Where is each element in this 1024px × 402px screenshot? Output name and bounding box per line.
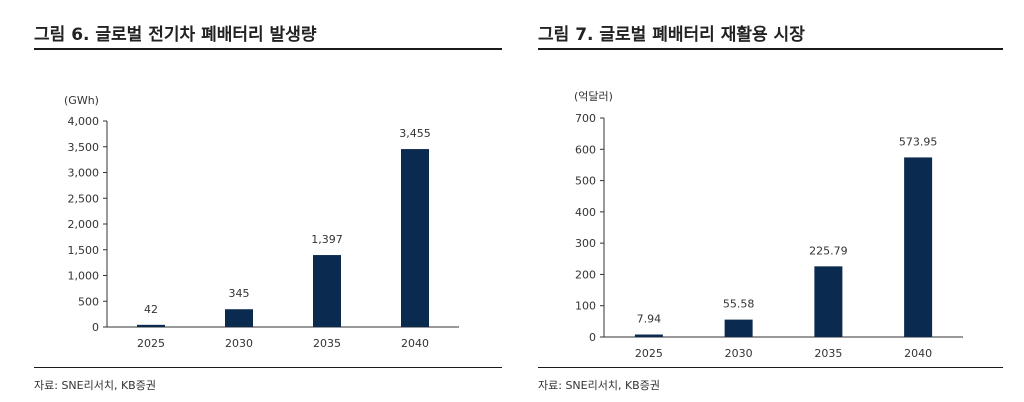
bar-2035 (313, 255, 341, 327)
y-tick-label: 2,000 (68, 218, 100, 231)
y-tick-label: 1,000 (68, 270, 100, 283)
y-tick-label: 300 (575, 237, 596, 250)
bar-chart-recycling-market: (억달러) 0 100 200 300 400 500 600 700 7.94 2025 55.58… (574, 90, 963, 360)
x-tick-label-2030: 2030 (725, 347, 753, 360)
bar-2035 (814, 266, 843, 337)
x-tick-label-2030: 2030 (225, 337, 253, 350)
x-tick-label-2025: 2025 (137, 337, 165, 350)
data-label-2030: 55.58 (723, 298, 755, 311)
y-tick-label: 500 (78, 295, 99, 308)
y-tick-label: 2,500 (68, 192, 100, 205)
y-tick-label: 3,500 (68, 141, 100, 154)
source-note: 자료: SNE리서치, KB증권 (538, 379, 660, 392)
chart-panel-waste-battery: 그림 6. 글로벌 전기차 폐배터리 발생량 (GWh) 0 500 1,000 1,5… (34, 0, 502, 402)
data-label-2035: 225.79 (809, 244, 848, 257)
title-divider (34, 48, 502, 50)
title-divider (538, 48, 1003, 50)
source-note: 자료: SNE리서치, KB증권 (34, 379, 156, 392)
y-tick-label: 200 (575, 268, 596, 281)
x-tick-label-2035: 2035 (313, 337, 341, 350)
data-label-2040: 573.95 (899, 135, 938, 148)
bar-chart-waste-battery: (GWh) 0 500 1,000 1,500 2,000 2,500 3,000 3,500 4… (64, 94, 459, 350)
source-divider (538, 367, 1003, 368)
y-tick-label: 4,000 (68, 115, 100, 128)
bar-2040 (401, 149, 429, 327)
bar-2040 (904, 157, 933, 337)
y-tick-label: 400 (575, 206, 596, 219)
y-tick-label: 500 (575, 175, 596, 188)
chart-panel-recycling-market: 그림 7. 글로벌 폐배터리 재활용 시장 (억달러) 0 100 200 300 400… (538, 0, 1003, 402)
x-tick-label-2040: 2040 (904, 347, 932, 360)
x-tick-label-2035: 2035 (814, 347, 842, 360)
bar-2030 (225, 309, 253, 327)
y-tick-label: 700 (575, 112, 596, 125)
y-tick-label: 600 (575, 143, 596, 156)
data-label-2025: 42 (144, 303, 158, 316)
y-tick-label: 1,500 (68, 244, 100, 257)
y-tick-label: 100 (575, 300, 596, 313)
data-label-2040: 3,455 (399, 127, 431, 140)
y-axis-unit-label: (억달러) (574, 90, 613, 103)
x-tick-label-2025: 2025 (635, 347, 663, 360)
source-divider (34, 367, 502, 368)
x-tick-label-2040: 2040 (401, 337, 429, 350)
bar-2025 (137, 324, 165, 327)
y-axis-unit-label: (GWh) (64, 94, 99, 107)
y-tick-label: 0 (589, 331, 596, 344)
y-tick-label: 3,000 (68, 167, 100, 180)
y-tick-label: 0 (92, 321, 99, 334)
chart-title: 그림 6. 글로벌 전기차 폐배터리 발생량 (34, 25, 317, 45)
bar-2025 (634, 334, 663, 337)
data-label-2035: 1,397 (311, 233, 343, 246)
bar-2030 (724, 319, 753, 337)
data-label-2025: 7.94 (637, 313, 662, 326)
data-label-2030: 345 (229, 287, 250, 300)
chart-title: 그림 7. 글로벌 폐배터리 재활용 시장 (538, 25, 805, 45)
